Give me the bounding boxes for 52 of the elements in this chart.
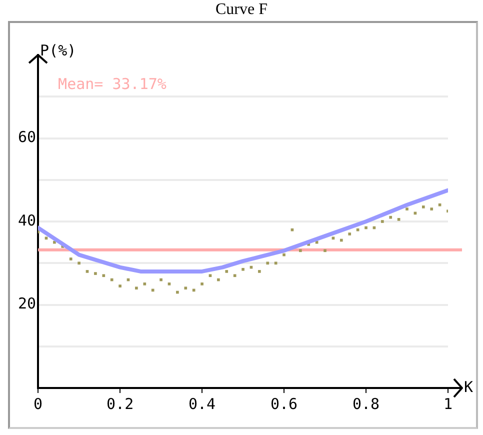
x-tick-label: 0.2 xyxy=(106,394,134,413)
point xyxy=(44,236,48,240)
point xyxy=(364,226,368,230)
point xyxy=(86,270,89,273)
point xyxy=(176,290,179,294)
point xyxy=(217,278,220,282)
x-tick-label: 0.8 xyxy=(352,394,380,413)
point xyxy=(242,268,244,271)
point xyxy=(94,272,97,275)
x-tick-label: 0.4 xyxy=(188,394,216,413)
y-tick-label: 20 xyxy=(18,294,36,313)
point xyxy=(258,270,261,273)
point xyxy=(69,258,72,260)
point xyxy=(135,286,138,290)
point xyxy=(348,232,352,236)
point xyxy=(102,274,106,278)
point xyxy=(200,282,204,286)
x-axis-title: K xyxy=(464,378,474,396)
chart-title: Curve F xyxy=(214,0,268,20)
point xyxy=(110,278,114,282)
point xyxy=(389,216,392,219)
x-tick-label: 1 xyxy=(443,394,453,413)
point xyxy=(332,236,335,240)
point xyxy=(168,282,171,286)
point xyxy=(233,274,236,278)
y-tick-label: 60 xyxy=(18,128,36,146)
point xyxy=(299,249,302,252)
point xyxy=(208,274,212,278)
point xyxy=(151,288,154,292)
point xyxy=(184,286,188,290)
x-tick-label: 0.6 xyxy=(270,394,298,413)
point xyxy=(340,238,343,242)
point xyxy=(406,208,408,210)
point xyxy=(438,203,442,206)
point xyxy=(430,208,434,210)
y-axis-title: P(%) xyxy=(40,41,76,60)
y-tick-label: 40 xyxy=(18,211,36,230)
point xyxy=(380,220,384,223)
point xyxy=(266,262,270,265)
x-tick-label: 0 xyxy=(34,394,43,413)
point xyxy=(274,262,278,265)
point xyxy=(422,206,425,208)
point xyxy=(397,218,400,221)
ref-line-label: Mean= 33.17% xyxy=(58,74,166,93)
point xyxy=(324,249,326,252)
point xyxy=(78,262,80,265)
point xyxy=(225,270,228,273)
point xyxy=(118,284,122,288)
point xyxy=(160,278,162,282)
point xyxy=(192,288,196,292)
point xyxy=(143,282,146,286)
point xyxy=(282,253,286,256)
